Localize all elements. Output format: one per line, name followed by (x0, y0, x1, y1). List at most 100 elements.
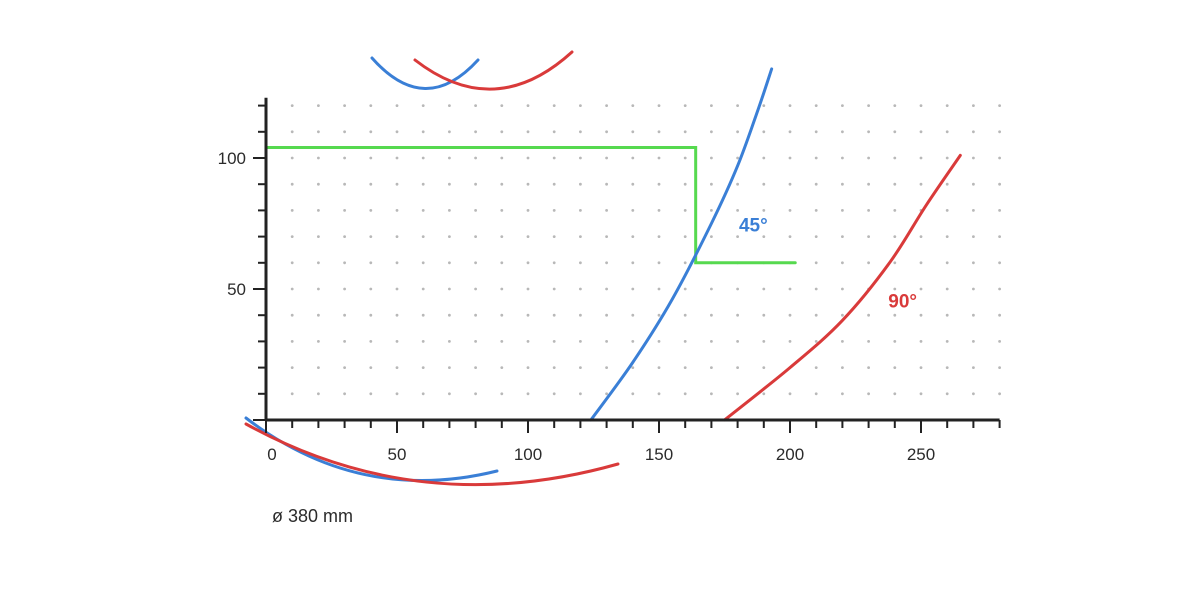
grid-dot (605, 287, 608, 291)
grid-dot (421, 392, 425, 396)
grid-dot (683, 261, 687, 265)
grid-dot (631, 104, 635, 107)
grid-dot (395, 235, 399, 239)
grid-dot (683, 287, 687, 291)
grid-dot (579, 313, 582, 317)
series-line-height-limit (264, 146, 797, 265)
grid-dot (290, 287, 294, 291)
grid-dot (317, 366, 320, 369)
grid-dot (552, 209, 556, 212)
grid-dot (343, 130, 346, 134)
grid-dot (317, 392, 320, 396)
grid-dot (814, 130, 818, 134)
grid-dot (814, 313, 818, 317)
grid-dot (814, 235, 818, 239)
grid-dot (841, 340, 844, 343)
grid-dot (683, 104, 687, 107)
grid-dot (631, 366, 635, 369)
grid-dot (421, 130, 425, 134)
grid-dot (474, 287, 477, 291)
grid-dot (448, 156, 451, 160)
grid-dot (605, 182, 608, 186)
grid-dot (500, 313, 504, 317)
grid-dot (945, 287, 949, 291)
grid-dot (998, 130, 1001, 134)
grid-dot (841, 287, 844, 291)
grid-dot (919, 313, 923, 317)
grid-dot (841, 235, 844, 239)
grid-dot (290, 366, 294, 369)
grid-dot (579, 209, 582, 212)
grid-dot (395, 366, 399, 369)
grid-dot (841, 366, 844, 369)
grid-dot (474, 130, 477, 134)
grid-dot (919, 130, 923, 134)
grid-dot (631, 261, 635, 265)
grid-dot (421, 313, 425, 317)
grid-dot (788, 182, 792, 186)
grid-dot (605, 392, 608, 396)
grid-dot (552, 104, 556, 107)
grid-dot (657, 366, 661, 369)
grid-dot (919, 156, 923, 160)
bottom-red-arc (244, 422, 620, 487)
grid-dot (788, 340, 792, 343)
grid-dot (893, 130, 897, 134)
grid-dot (579, 235, 582, 239)
grid-dot (474, 340, 477, 343)
grid-dot (814, 182, 818, 186)
grid-dot (343, 104, 346, 107)
grid-dot (631, 130, 635, 134)
grid-dot (710, 340, 713, 343)
grid-dot (552, 287, 556, 291)
grid-dot (762, 209, 766, 212)
grid-dot (841, 104, 844, 107)
grid-dot (998, 313, 1001, 317)
grid-dot (343, 366, 346, 369)
grid-dot (762, 340, 766, 343)
grid-dot (972, 366, 975, 369)
grid-dot (919, 235, 923, 239)
grid-dot (448, 261, 451, 265)
grid-dot (421, 104, 425, 107)
grid-dot (526, 235, 530, 239)
grid-dot (369, 261, 373, 265)
grid-dot (395, 104, 399, 107)
grid-dot (474, 182, 477, 186)
y-tick-label: 50 (227, 280, 246, 299)
grid-dot (893, 287, 897, 291)
grid-dot (343, 340, 346, 343)
grid-dot (945, 313, 949, 317)
grid-dot (841, 313, 844, 317)
grid-dot (893, 366, 897, 369)
grid-dot (369, 392, 373, 396)
grid-dot (657, 287, 661, 291)
grid-dot (500, 182, 504, 186)
grid-dot (736, 209, 739, 212)
grid-dot (710, 156, 713, 160)
y-tick-label: 100 (218, 149, 246, 168)
grid-dot (736, 313, 739, 317)
grid-dot (893, 104, 897, 107)
series-line-90deg (723, 153, 962, 422)
grid-dot (500, 340, 504, 343)
grid-dot (421, 156, 425, 160)
grid-dot (552, 366, 556, 369)
grid-dot (290, 104, 294, 107)
grid-dot (421, 287, 425, 291)
grid-dot (395, 261, 399, 265)
x-tick-label: 50 (388, 445, 407, 464)
grid-dot (290, 392, 294, 396)
grid-dot (500, 366, 504, 369)
grid-dot (998, 366, 1001, 369)
grid-dot (474, 156, 477, 160)
grid-dot (998, 209, 1001, 212)
grid-dot (474, 392, 477, 396)
grid-dot (369, 313, 373, 317)
grid-dot (421, 366, 425, 369)
grid-dot (945, 130, 949, 134)
grid-dot (317, 156, 320, 160)
top-red-arc (413, 50, 574, 91)
grid-dot (814, 104, 818, 107)
